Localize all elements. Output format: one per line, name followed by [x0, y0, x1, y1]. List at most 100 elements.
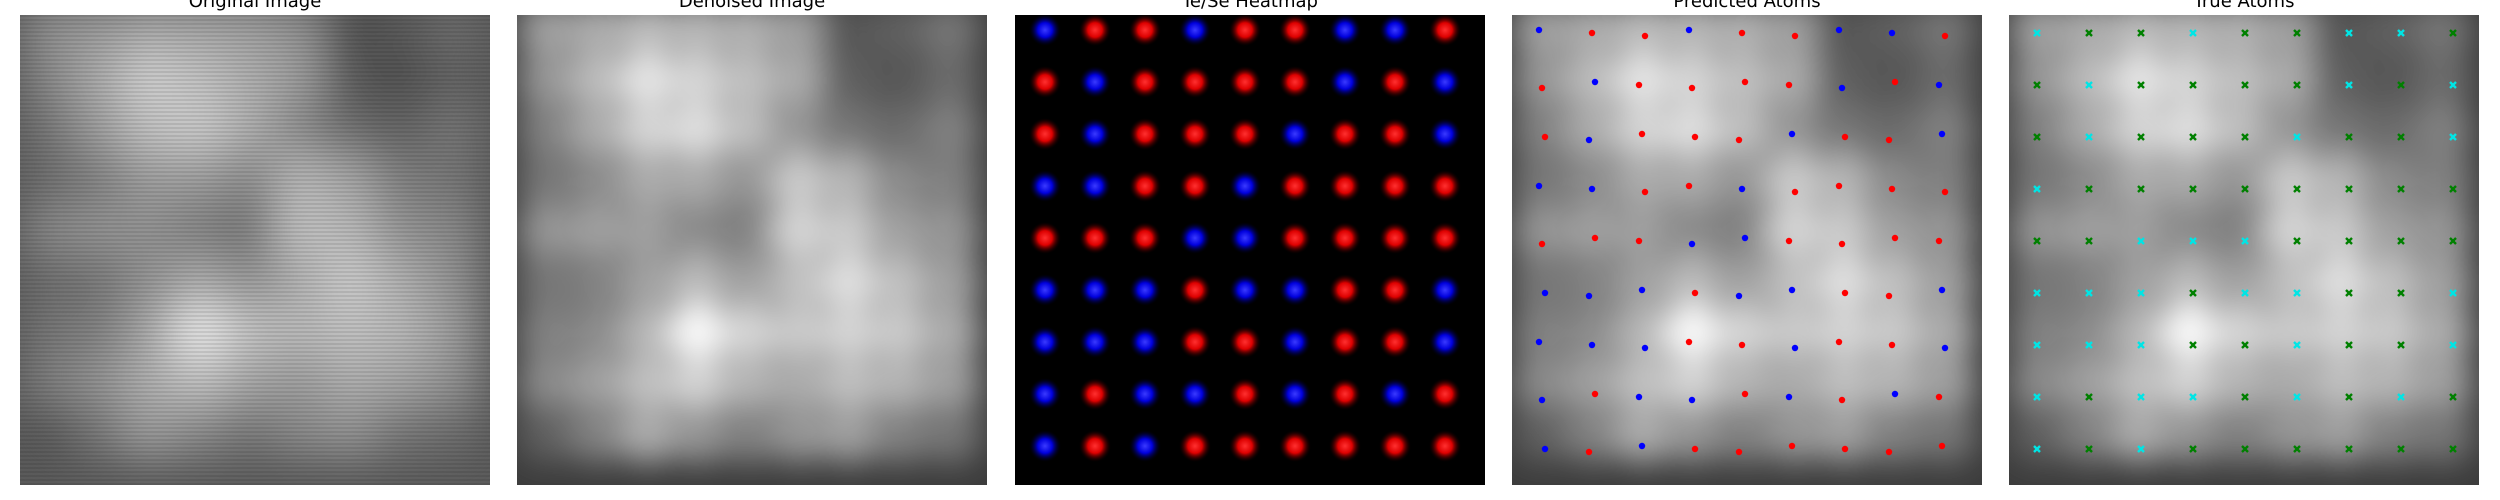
texture-blob	[1512, 101, 1572, 161]
true-atom-cyan	[2137, 341, 2145, 349]
true-atom-green	[2345, 237, 2353, 245]
texture-blob	[618, 151, 678, 212]
texture-blob	[2110, 101, 2170, 161]
texture-blob	[1714, 202, 1774, 262]
texture-blob	[921, 252, 981, 313]
true-atom-green	[2085, 29, 2093, 37]
texture-blob	[1764, 151, 1825, 212]
predicted-atom-te	[1635, 81, 1643, 89]
heatmap-spot-se	[1379, 378, 1411, 410]
texture-blob	[1714, 101, 1774, 161]
heatmap-spot-te	[1229, 15, 1261, 46]
texture-blob	[2413, 101, 2473, 161]
heatmap-spot-te	[1079, 430, 1111, 462]
texture-blob	[2059, 101, 2120, 161]
predicted-atom-te	[1791, 188, 1799, 196]
heatmap-spot-se	[1029, 378, 1061, 410]
predicted-atom-te	[1741, 390, 1749, 398]
panel-title-heatmap: Te/Se Heatmap	[1182, 0, 1318, 12]
true-atom-cyan	[2137, 393, 2145, 401]
heatmap-spot-te	[1179, 274, 1211, 306]
predicted-atom-te	[1538, 84, 1546, 92]
texture-blob	[1512, 15, 1572, 60]
image-texture-predicted	[1512, 15, 1976, 464]
heatmap-spots	[1029, 15, 1461, 462]
texture-blob	[1512, 303, 1572, 363]
texture-blob	[2110, 303, 2170, 363]
predicted-atom-se	[1591, 78, 1599, 86]
true-atom-cyan	[2293, 341, 2301, 349]
texture-blob	[1764, 202, 1825, 262]
panel-true-atoms: True Atoms	[2009, 0, 2479, 500]
heatmap-spot-te	[1429, 15, 1461, 46]
texture-blob	[2261, 252, 2322, 313]
texture-blob	[2312, 101, 2372, 161]
panel-title-predicted: Predicted Atoms	[1673, 0, 1821, 12]
texture-blob	[517, 303, 577, 363]
true-atom-cyan	[2189, 237, 2197, 245]
true-atom-cyan	[2449, 133, 2457, 141]
heatmap-spot-te	[1329, 222, 1361, 254]
heatmap-spot-se	[1029, 326, 1061, 358]
predicted-atom-se	[1791, 344, 1799, 352]
true-atom-green	[2241, 133, 2249, 141]
predicted-atom-se	[1685, 26, 1693, 34]
texture-blob	[2009, 353, 2069, 414]
texture-blob	[820, 404, 880, 464]
heatmap-spot-te	[1279, 222, 1311, 254]
texture-blob	[567, 101, 628, 161]
predicted-atom-se	[1538, 396, 1546, 404]
predicted-atom-te	[1885, 292, 1893, 300]
predicted-atom-se	[1941, 344, 1949, 352]
texture-blob	[719, 50, 779, 111]
texture-blob	[2312, 404, 2372, 464]
texture-blob	[2160, 202, 2221, 262]
texture-blob	[2211, 404, 2271, 464]
texture-blob	[1512, 404, 1572, 464]
texture-blob	[2261, 101, 2322, 161]
texture-blob	[2413, 50, 2473, 111]
predicted-atom-te	[1738, 341, 1746, 349]
predicted-atom-te	[1541, 133, 1549, 141]
heatmap-spot-te	[1279, 170, 1311, 202]
texture-blob	[1815, 252, 1875, 313]
heatmap-spot-te	[1379, 222, 1411, 254]
texture-blob	[2261, 50, 2322, 111]
true-atom-green	[2241, 81, 2249, 89]
heatmap-spot-se	[1229, 170, 1261, 202]
texture-blob	[2362, 353, 2423, 414]
panel-title-denoised: Denoised Image	[678, 0, 826, 12]
texture-blob	[618, 252, 678, 313]
true-atom-cyan	[2033, 445, 2041, 453]
predicted-atom-te	[1735, 448, 1743, 456]
heatmap-spot-te	[1229, 326, 1261, 358]
predicted-atom-te	[1838, 240, 1846, 248]
heatmap-spot-se	[1079, 274, 1111, 306]
texture-blob	[2312, 202, 2372, 262]
texture-blob	[2312, 303, 2372, 363]
texture-blob	[719, 101, 779, 161]
texture-blob	[719, 353, 779, 414]
true-atom-cyan	[2293, 393, 2301, 401]
heatmap-spot-te	[1429, 430, 1461, 462]
true-atom-green	[2397, 237, 2405, 245]
predicted-atom-se	[1938, 286, 1946, 294]
heatmap-spot-te	[1079, 222, 1111, 254]
heatmap-spot-te	[1129, 66, 1161, 98]
predicted-atom-te	[1691, 133, 1699, 141]
predicted-atom-se	[1935, 81, 1943, 89]
texture-blob	[1512, 202, 1572, 262]
texture-blob	[1613, 202, 1673, 262]
true-atom-cyan	[2189, 393, 2197, 401]
texture-blob	[1562, 404, 1623, 464]
heatmap-spot-te	[1129, 15, 1161, 46]
true-atom-green	[2241, 445, 2249, 453]
texture-blob	[2261, 151, 2322, 212]
image-texture-true	[2009, 15, 2473, 464]
texture-blob	[820, 202, 880, 262]
true-atom-green	[2449, 393, 2457, 401]
texture-blob	[769, 101, 830, 161]
predicted-atom-se	[1641, 344, 1649, 352]
true-atom-cyan	[2397, 393, 2405, 401]
heatmap-spot-se	[1079, 66, 1111, 98]
